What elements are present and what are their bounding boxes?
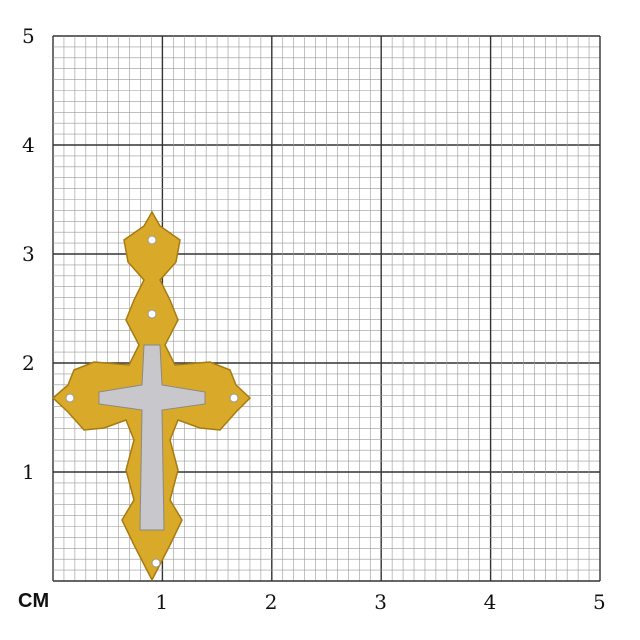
x-tick-label: 1 — [155, 590, 169, 614]
cross-pendant-image — [51, 210, 252, 582]
x-tick-label: 3 — [374, 590, 387, 614]
y-tick-label: 4 — [22, 133, 35, 157]
y-tick-label: 5 — [22, 24, 35, 48]
y-tick-label: 2 — [22, 351, 35, 375]
x-tick-label: 2 — [264, 590, 278, 614]
y-tick-label: 3 — [22, 242, 35, 266]
x-tick-label: 5 — [593, 590, 606, 614]
x-tick-label: 4 — [483, 590, 497, 614]
y-tick-label: 1 — [22, 460, 35, 484]
unit-label: CM — [18, 590, 50, 612]
